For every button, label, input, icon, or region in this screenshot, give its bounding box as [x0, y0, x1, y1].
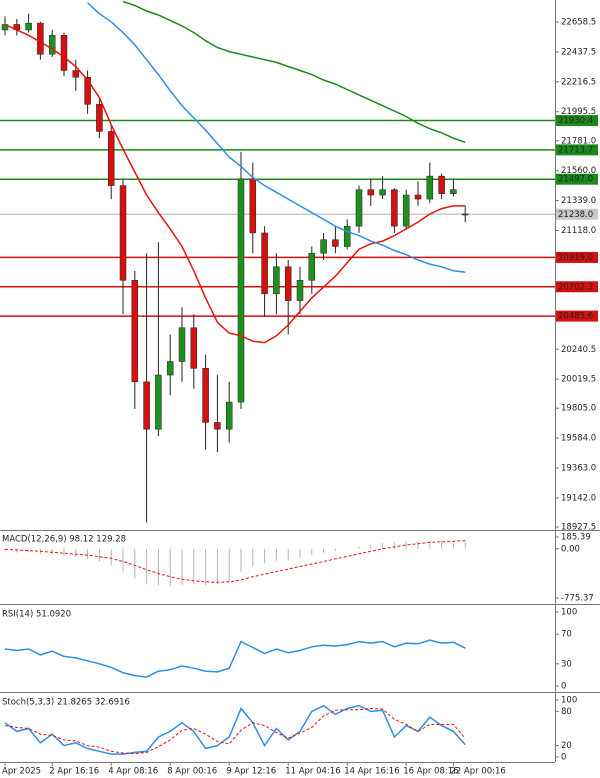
- candle-body: [332, 239, 339, 247]
- candle-body: [1, 24, 9, 31]
- candle-body: [48, 35, 56, 55]
- y-tick-label: 21560.0: [561, 166, 596, 176]
- price-level-box: [556, 208, 598, 220]
- candle-body: [320, 239, 327, 254]
- y-tick-label: 20: [561, 741, 572, 751]
- candle-body: [414, 194, 422, 200]
- candle-body: [131, 280, 139, 383]
- candle-body: [214, 422, 221, 430]
- candle-body: [37, 22, 44, 55]
- y-tick-label: 20240.5: [561, 345, 596, 355]
- candle-body: [155, 374, 162, 430]
- x-tick-label: 16 Apr 08:16: [403, 767, 458, 777]
- price-level-box: [556, 173, 598, 185]
- price-level-box: [556, 144, 598, 156]
- indicator-title: RSI(14) 51.0920: [2, 610, 71, 620]
- moving-average: [122, 0, 466, 144]
- candle-body: [60, 35, 68, 71]
- candle-body: [166, 361, 174, 376]
- y-tick-label: 100: [561, 608, 577, 618]
- indicator-line: [4, 707, 466, 755]
- y-tick-label: 0: [561, 682, 566, 692]
- y-tick-label: 19584.0: [561, 434, 596, 444]
- price-level-label: 21238.0: [558, 210, 593, 220]
- price-level-box: [556, 281, 598, 293]
- candle-body: [190, 327, 198, 369]
- y-tick-label: 19363.0: [561, 464, 596, 474]
- candle-body: [402, 194, 410, 227]
- candle-body: [225, 401, 233, 430]
- y-tick-label: 30: [561, 659, 572, 669]
- candle-body: [84, 77, 91, 105]
- y-tick-label: 20019.5: [561, 375, 596, 385]
- candle-body: [143, 381, 150, 430]
- candle-body: [355, 189, 363, 227]
- y-tick-label: 22437.5: [561, 47, 596, 57]
- candle-body: [308, 252, 316, 281]
- candle-body: [438, 175, 445, 194]
- x-tick-label: Apr 2025: [2, 767, 41, 777]
- candle-body: [178, 327, 186, 362]
- candle-body: [202, 368, 209, 423]
- candle-body: [296, 280, 304, 301]
- indicator-title: Stoch(5,3,3) 21.8265 32.6916: [2, 698, 130, 708]
- y-tick-label: 21118.0: [561, 226, 596, 236]
- x-tick-label: 8 Apr 00:16: [167, 767, 217, 777]
- price-level-label: 20919.0: [558, 253, 593, 263]
- candle-body: [426, 175, 434, 200]
- candle-body: [379, 189, 386, 196]
- x-tick-label: 14 Apr 16:16: [344, 767, 399, 777]
- x-tick-label: 22 Apr 00:16: [450, 767, 505, 777]
- candle-body: [237, 178, 245, 403]
- y-tick-label: 19142.0: [561, 493, 596, 503]
- candle-body: [284, 266, 292, 301]
- y-tick-label: 0: [561, 753, 566, 763]
- x-tick-label: 4 Apr 08:16: [108, 767, 158, 777]
- moving-average: [87, 2, 466, 273]
- candle-body: [72, 70, 80, 78]
- price-level-box: [556, 310, 598, 322]
- candle-body: [461, 213, 469, 216]
- candle-body: [367, 189, 375, 196]
- price-level-label: 21930.4: [558, 116, 593, 126]
- y-tick-label: 22216.5: [561, 77, 596, 87]
- y-tick-label: 22658.5: [561, 17, 596, 27]
- y-tick-label: 0.00: [561, 544, 580, 554]
- candle-body: [119, 185, 127, 281]
- candle-body: [96, 104, 103, 132]
- indicator-line: [4, 639, 466, 678]
- y-tick-label: -775.37: [561, 594, 594, 604]
- price-level-box: [556, 251, 598, 263]
- y-tick-label: 185.39: [561, 533, 591, 543]
- y-tick-label: 100: [561, 696, 577, 706]
- price-level-label: 20485.6: [558, 312, 593, 322]
- indicator-title: MACD(12,26,9) 98.12 129.28: [2, 535, 126, 545]
- candle-body: [391, 189, 398, 227]
- candle-body: [343, 225, 351, 247]
- x-tick-label: 11 Apr 04:16: [285, 767, 340, 777]
- candle-body: [25, 22, 32, 31]
- y-tick-label: 70: [561, 630, 572, 640]
- x-tick-label: 2 Apr 16:16: [49, 767, 99, 777]
- indicator-line: [4, 704, 466, 755]
- price-level-label: 20702.3: [558, 282, 593, 292]
- candle-body: [261, 232, 268, 295]
- price-level-box: [556, 115, 598, 127]
- y-tick-label: 80: [561, 707, 572, 717]
- y-tick-label: 21995.5: [561, 107, 596, 117]
- y-tick-label: 19805.0: [561, 404, 596, 414]
- candle-body: [273, 266, 280, 295]
- x-tick-label: 9 Apr 12:16: [226, 767, 276, 777]
- candle-body: [107, 131, 115, 186]
- price-level-label: 21497.0: [558, 175, 593, 185]
- y-tick-label: 21781.0: [561, 136, 596, 146]
- candle-body: [450, 189, 457, 194]
- candle-body: [249, 178, 257, 234]
- macd-signal-line: [4, 540, 466, 583]
- price-level-label: 21713.7: [558, 145, 593, 155]
- y-tick-label: 18927.5: [561, 522, 596, 532]
- moving-average: [4, 23, 466, 344]
- y-tick-label: 21339.0: [561, 196, 596, 206]
